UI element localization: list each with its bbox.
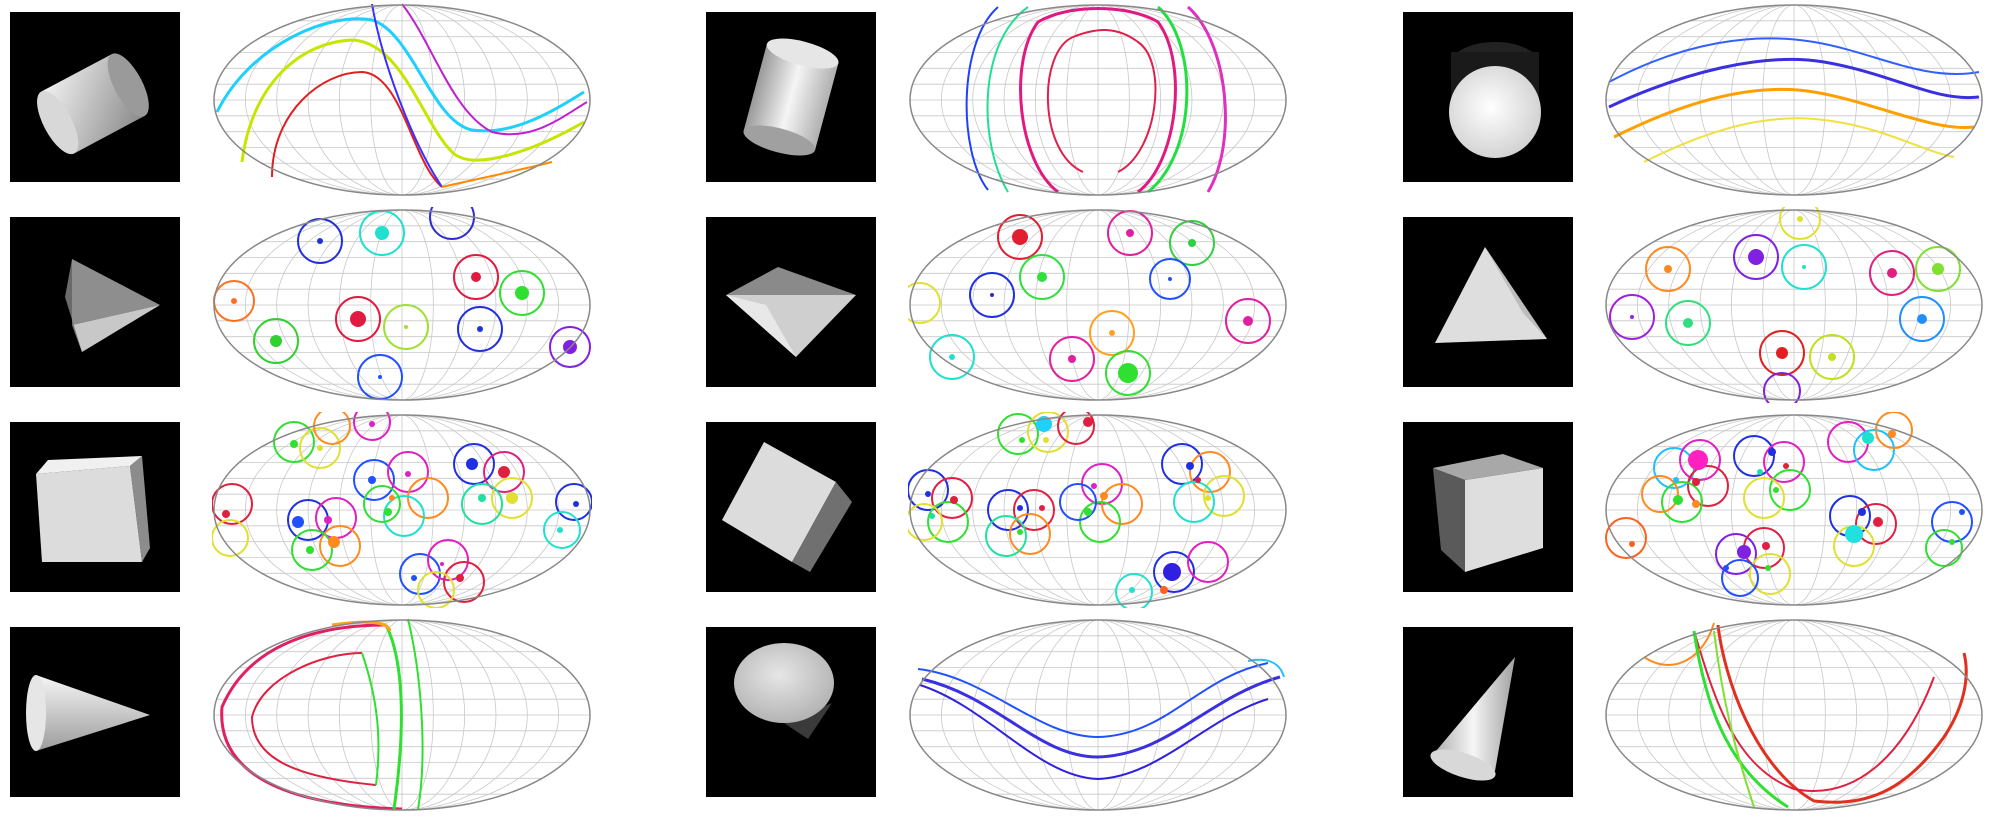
sphere-map-cylinder-2 (908, 2, 1288, 198)
sphere-map-tetrahedron-3 (1604, 207, 1984, 403)
cube-render-2 (706, 422, 876, 592)
sphere-map-cube-2 (908, 412, 1288, 608)
cube-render-1 (10, 422, 180, 592)
cylinder-render-3 (1403, 12, 1573, 182)
cone-render-2 (706, 627, 876, 797)
cone-render-3 (1403, 627, 1573, 797)
sphere-map-cube-3 (1604, 412, 1984, 608)
sphere-map-cube-1 (212, 412, 592, 608)
cylinder-render-1 (10, 12, 180, 182)
sphere-map-cone-2 (908, 617, 1288, 813)
cone-render-1 (10, 627, 180, 797)
cylinder-render-2 (706, 12, 876, 182)
tetrahedron-render-2 (706, 217, 876, 387)
sphere-map-cone-1 (212, 617, 592, 813)
sphere-map-cylinder-1 (212, 2, 592, 198)
sphere-map-cone-3 (1604, 617, 1984, 813)
sphere-map-tetrahedron-1 (212, 207, 592, 403)
tetrahedron-render-1 (10, 217, 180, 387)
sphere-map-tetrahedron-2 (908, 207, 1288, 403)
tetrahedron-render-3 (1403, 217, 1573, 387)
sphere-map-cylinder-3 (1604, 2, 1984, 198)
cube-render-3 (1403, 422, 1573, 592)
